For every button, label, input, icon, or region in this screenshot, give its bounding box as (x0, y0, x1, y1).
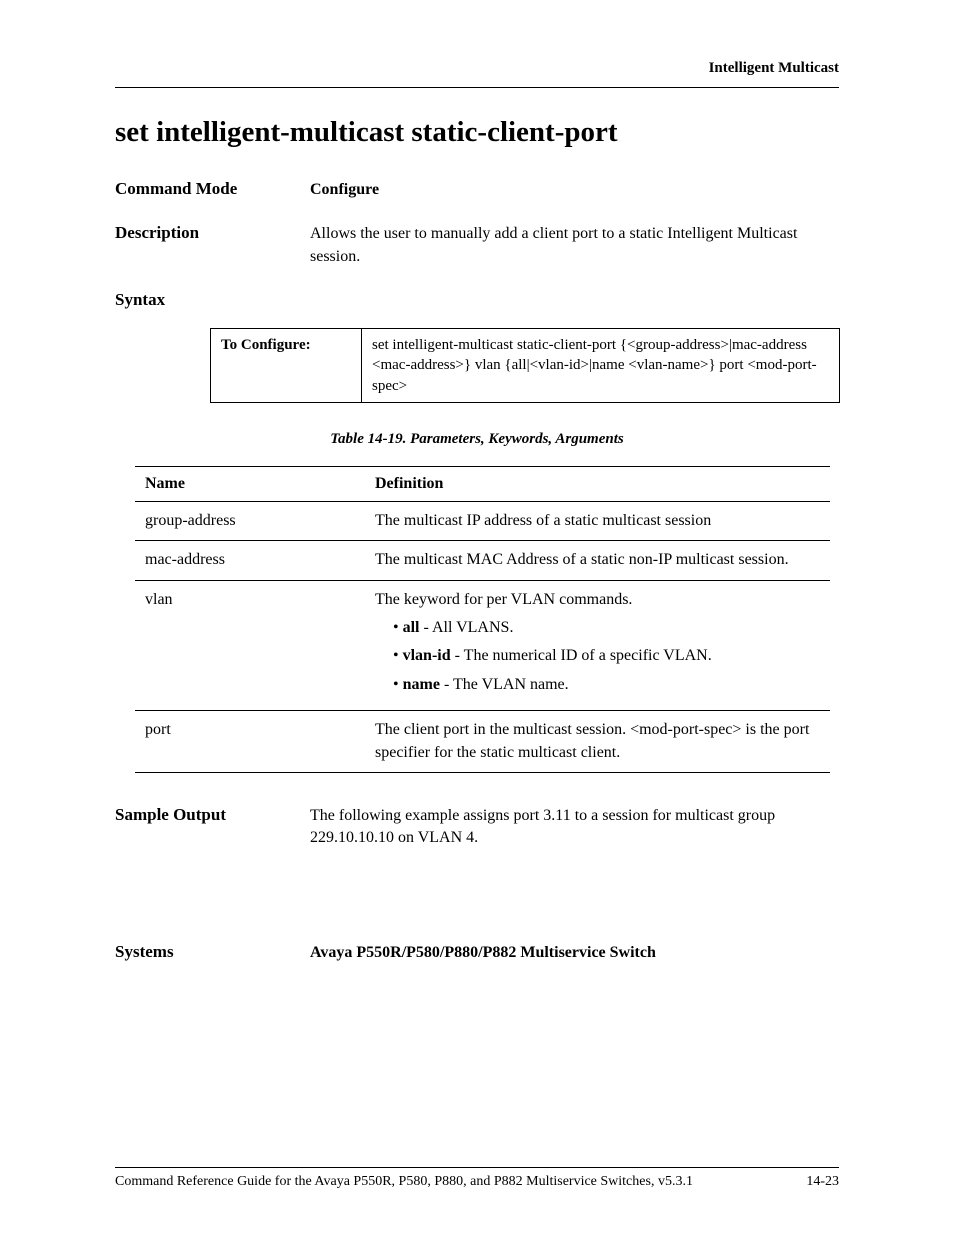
top-rule (115, 87, 839, 88)
description-value: Allows the user to manually add a client… (310, 223, 839, 268)
param-name: vlan (135, 580, 365, 711)
footer-left: Command Reference Guide for the Avaya P5… (115, 1174, 693, 1190)
header-section-name: Intelligent Multicast (115, 60, 839, 77)
param-name: mac-address (135, 541, 365, 580)
param-definition: The multicast MAC Address of a static no… (365, 541, 830, 580)
params-header-name: Name (135, 466, 365, 501)
systems-label: Systems (115, 942, 310, 964)
param-definition: The client port in the multicast session… (365, 711, 830, 773)
param-name: group-address (135, 501, 365, 540)
table-row: vlanThe keyword for per VLAN commands.al… (135, 580, 830, 711)
params-table: Name Definition group-addressThe multica… (135, 466, 830, 773)
sample-output-row: Sample Output The following example assi… (115, 805, 839, 850)
param-bullet-list: all - All VLANS. vlan-id - The numerical … (393, 617, 820, 696)
list-item: name - The VLAN name. (393, 674, 820, 696)
page-title: set intelligent-multicast static-client-… (115, 116, 839, 149)
table-row: group-addressThe multicast IP address of… (135, 501, 830, 540)
description-row: Description Allows the user to manually … (115, 223, 839, 268)
params-table-caption: Table 14-19. Parameters, Keywords, Argum… (115, 431, 839, 448)
systems-row: Systems Avaya P550R/P580/P880/P882 Multi… (115, 942, 839, 964)
syntax-table: To Configure: set intelligent-multicast … (210, 328, 840, 403)
document-page: Intelligent Multicast set intelligent-mu… (0, 0, 954, 1235)
command-mode-row: Command Mode Configure (115, 179, 839, 201)
list-item: vlan-id - The numerical ID of a specific… (393, 645, 820, 667)
param-name: port (135, 711, 365, 773)
list-item: all - All VLANS. (393, 617, 820, 639)
syntax-table-label: To Configure: (211, 329, 362, 403)
syntax-row: Syntax (115, 290, 839, 310)
command-mode-value: Configure (310, 179, 839, 201)
param-definition: The keyword for per VLAN commands.all - … (365, 580, 830, 711)
footer-rule (115, 1167, 839, 1168)
param-definition: The multicast IP address of a static mul… (365, 501, 830, 540)
footer-right: 14-23 (806, 1174, 839, 1190)
systems-value: Avaya P550R/P580/P880/P882 Multiservice … (310, 942, 839, 964)
syntax-label: Syntax (115, 290, 310, 310)
sample-output-value: The following example assigns port 3.11 … (310, 805, 839, 850)
command-mode-label: Command Mode (115, 179, 310, 201)
syntax-table-value: set intelligent-multicast static-client-… (362, 329, 840, 403)
params-header-definition: Definition (365, 466, 830, 501)
description-label: Description (115, 223, 310, 268)
table-row: mac-addressThe multicast MAC Address of … (135, 541, 830, 580)
footer: Command Reference Guide for the Avaya P5… (115, 1167, 839, 1190)
table-row: portThe client port in the multicast ses… (135, 711, 830, 773)
sample-output-label: Sample Output (115, 805, 310, 850)
